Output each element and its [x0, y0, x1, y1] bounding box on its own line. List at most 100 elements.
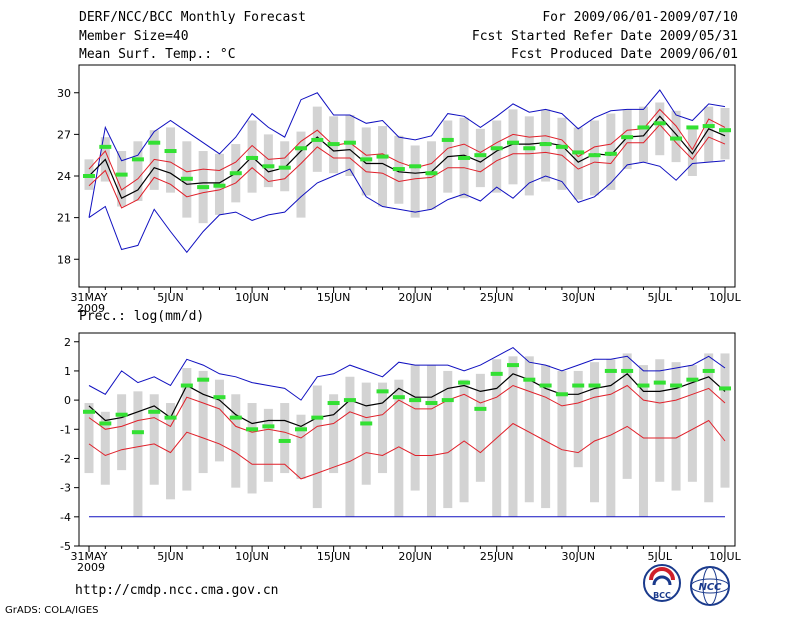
- x-tick-label: 20JUN: [398, 550, 432, 563]
- observed-marker: [539, 142, 552, 147]
- spread-bar: [263, 134, 273, 188]
- observed-marker: [343, 140, 356, 145]
- spread-bar: [410, 365, 420, 491]
- spread-bar: [573, 370, 583, 468]
- lower-spread-line: [88, 123, 726, 209]
- spread-bar: [524, 116, 534, 196]
- spread-bar: [166, 403, 176, 500]
- observed-marker: [637, 383, 650, 388]
- max-member-line: [88, 346, 726, 401]
- spread-bar: [492, 120, 502, 193]
- x-tick-label: 25JUN: [480, 291, 514, 304]
- prec-variable-label: Prec.: log(mm/d): [79, 309, 205, 324]
- spread-bar: [182, 368, 192, 491]
- y-tick-label: 0: [64, 394, 71, 407]
- upper-spread-line: [88, 108, 726, 191]
- observed-marker: [621, 135, 634, 140]
- spread-bar: [166, 127, 176, 193]
- spread-bar: [426, 141, 436, 210]
- spread-bar: [638, 365, 648, 517]
- x-tick-label: 30JUN: [561, 550, 595, 563]
- chart-title: DERF/NCC/BCC Monthly Forecast: [79, 10, 306, 25]
- x-tick-label: 25JUN: [480, 550, 514, 563]
- spread-bar: [687, 126, 697, 176]
- observed-marker: [670, 136, 683, 141]
- y-tick-label: 24: [57, 170, 71, 183]
- observed-marker: [376, 389, 389, 394]
- grads-credit: GrADS: COLA/IGES: [5, 605, 99, 616]
- spread-bar: [198, 370, 208, 474]
- spread-bar: [263, 408, 273, 482]
- observed-marker: [670, 383, 683, 388]
- spread-bar: [655, 102, 665, 156]
- spread-bar: [247, 403, 257, 494]
- y-tick-label: -2: [60, 452, 71, 465]
- observed-marker: [213, 395, 226, 400]
- x-tick-label: 31MAY: [71, 550, 108, 563]
- spread-bar: [704, 353, 714, 503]
- observed-marker: [507, 140, 519, 145]
- temperature-chart: 18 21 24 27 30 31MAY 5JUN 10JUN 15JUN 20JUN 25JUN 3…: [57, 64, 742, 315]
- y-tick-label: -1: [60, 423, 71, 436]
- observed-marker: [148, 140, 161, 145]
- ensemble-mean-line: [88, 373, 726, 428]
- forecast-started-date: Fcst Started Refer Date 2009/05/31: [471, 29, 738, 44]
- observed-marker: [441, 137, 454, 142]
- y-tick-label: 1: [64, 365, 71, 378]
- observed-marker: [409, 164, 422, 169]
- spread-bar: [524, 356, 534, 503]
- observed-marker: [719, 386, 731, 391]
- spread-bar: [312, 385, 322, 509]
- observed-marker: [555, 392, 568, 397]
- observed-marker: [686, 125, 699, 130]
- spread-bar: [214, 379, 224, 462]
- spread-bar: [361, 127, 371, 196]
- observed-marker: [327, 142, 340, 147]
- observed-marker: [392, 395, 405, 400]
- observed-marker: [604, 368, 617, 373]
- x-tick-label: 10JUN: [235, 550, 269, 563]
- plot-frame: [78, 332, 736, 547]
- x-tick-label: 30JUN: [561, 291, 595, 304]
- y-tick-label: 18: [57, 253, 71, 266]
- forecast-produced-date: Fcst Produced Date 2009/06/01: [511, 47, 738, 62]
- spread-bar: [378, 126, 388, 207]
- forecast-period: For 2009/06/01-2009/07/10: [542, 10, 738, 25]
- observed-marker: [311, 415, 324, 420]
- min-member-line: [88, 160, 726, 254]
- observed-marker: [490, 146, 503, 151]
- observed-marker: [148, 409, 161, 414]
- observed-marker: [246, 155, 259, 160]
- observed-marker: [327, 401, 340, 406]
- y-tick-label: 30: [57, 87, 71, 100]
- member-size: Member Size=40: [79, 29, 189, 44]
- x-tick-label: 5JUN: [157, 550, 184, 563]
- observed-marker: [360, 157, 373, 162]
- spread-bar: [345, 114, 355, 176]
- spread-bar: [671, 362, 681, 491]
- spread-bar: [720, 353, 730, 488]
- observed-marker: [360, 421, 373, 426]
- spread-bar: [345, 376, 355, 517]
- observed-marker: [295, 146, 307, 151]
- x-tick-label: 15JUN: [317, 291, 351, 304]
- spread-bar: [704, 106, 714, 163]
- observed-marker: [425, 401, 438, 406]
- observed-marker: [262, 164, 275, 169]
- x-tick-label: 31MAY: [71, 291, 108, 304]
- spread-bar: [443, 370, 453, 509]
- spread-bar: [361, 382, 371, 485]
- spread-bar: [508, 109, 518, 185]
- spread-bar: [606, 359, 616, 517]
- spread-bar: [622, 109, 632, 170]
- max-member-line: [88, 89, 726, 218]
- x-tick-label: 10JUL: [709, 291, 741, 304]
- observed-marker: [376, 154, 389, 159]
- observed-marker: [131, 430, 144, 435]
- observed-marker: [83, 409, 95, 414]
- spread-bar: [296, 414, 306, 479]
- footer-url[interactable]: http://cmdp.ncc.cma.gov.cn: [75, 583, 279, 598]
- observed-marker: [572, 150, 585, 155]
- observed-marker: [702, 124, 715, 129]
- observed-marker: [458, 155, 471, 160]
